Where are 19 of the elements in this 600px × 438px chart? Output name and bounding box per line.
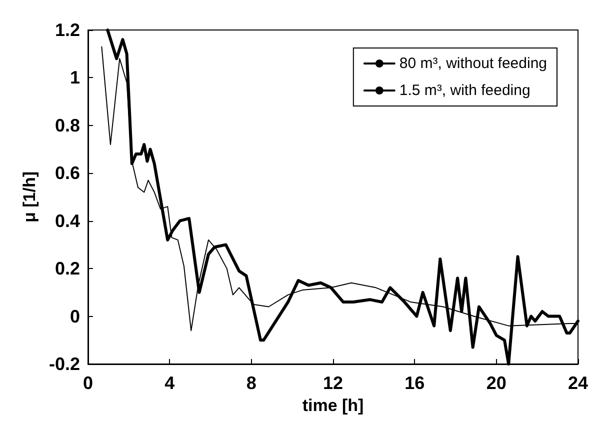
y-tick-label: 0.8 — [54, 115, 80, 136]
y-axis-title: μ [1/h] — [20, 171, 39, 223]
x-tick-label: 24 — [568, 373, 588, 393]
x-tick-label: 20 — [486, 373, 506, 393]
x-tick-label: 12 — [322, 373, 344, 393]
y-tick-label: 0.2 — [54, 258, 80, 279]
x-tick-label: 4 — [164, 373, 175, 393]
legend-label: 80 m³, without feeding — [399, 55, 548, 72]
x-tick-label: 16 — [404, 373, 425, 393]
x-axis-title: time [h] — [302, 396, 364, 415]
y-tick-label: 1.2 — [54, 20, 80, 40]
y-tick-label: 0.6 — [54, 163, 80, 184]
y-tick-label: 0 — [70, 306, 80, 326]
y-tick-label: -0.2 — [48, 354, 80, 374]
x-tick-label: 0 — [82, 373, 94, 393]
y-tick-label: 1 — [70, 68, 80, 88]
y-tick-label: 0.4 — [54, 210, 80, 231]
legend-label: 1.5 m³, with feeding — [399, 82, 530, 99]
x-tick-label: 8 — [246, 373, 256, 393]
